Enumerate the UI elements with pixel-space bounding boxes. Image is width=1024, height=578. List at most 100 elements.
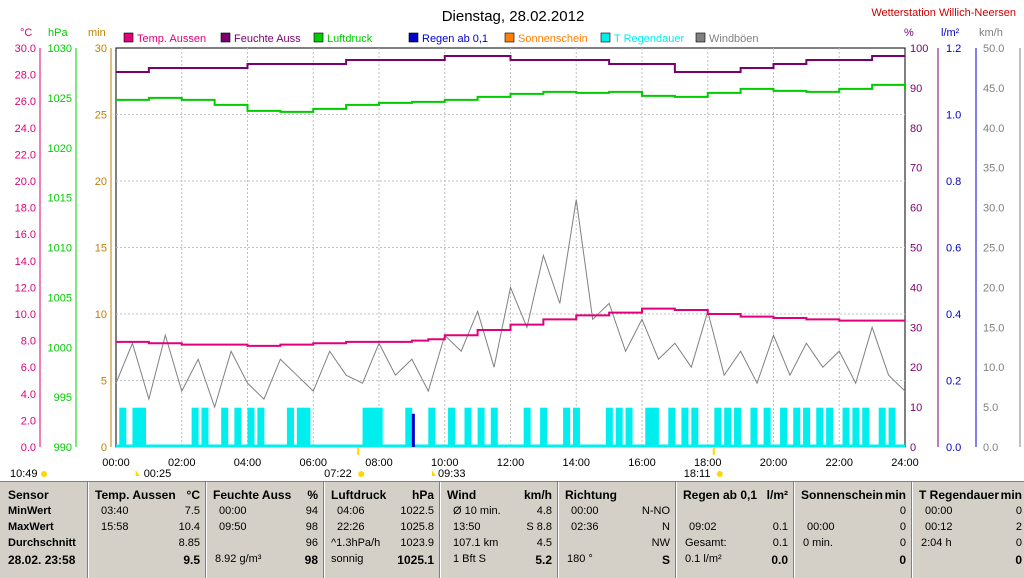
chart-title: Dienstag, 28.02.2012 <box>442 8 585 25</box>
rain-tick: 0.2 <box>946 376 961 388</box>
humidity-tick: 80 <box>910 123 922 135</box>
sensor-column: Sensor MinWert MaxWert Durchschnitt 28.0… <box>0 482 89 578</box>
temp-tick: 6.0 <box>21 362 36 374</box>
time-markers: 10:49 00:25 07:22 09:33 18:11 <box>10 447 723 480</box>
rainduration-max-time: 00:12 <box>925 521 953 533</box>
minutes-axis-unit: min <box>88 27 106 39</box>
legend: Temp. Aussen Feuchte Auss Luftdruck Regen a… <box>123 32 759 45</box>
legend-swatch <box>123 32 134 43</box>
row-label-avg: Durchschnitt <box>8 537 76 549</box>
temp-tick: 12.0 <box>15 282 36 294</box>
sensor-header: Sensor <box>8 488 49 502</box>
rain-duration-bar <box>369 407 377 447</box>
temp-max-value: 10.4 <box>178 521 200 533</box>
rain-duration-bar <box>428 407 436 447</box>
humidity-max-value: 98 <box>305 521 318 533</box>
direction-max-time: 02:36 <box>571 521 599 533</box>
left-axes: 30.0 28.0 26.0 24.0 22.0 20.0 18.0 16.0 14.0 12.0… <box>15 43 112 454</box>
rain-header: Regen ab 0,1 <box>683 488 758 502</box>
sunshine-total: 0 min. <box>803 537 833 549</box>
humidity-max-time: 09:50 <box>219 521 247 533</box>
pressure-tick: 1025 <box>48 93 72 105</box>
pressure-unit: hPa <box>411 488 434 502</box>
rain-duration-bar <box>375 407 383 447</box>
sunshine-min-value: 0 <box>899 505 906 517</box>
humidity-tick: 100 <box>910 43 928 55</box>
wind-tick: 15.0 <box>983 322 1004 334</box>
rain-duration-bar <box>234 407 242 447</box>
rain-total-label: Gesamt: <box>685 537 727 549</box>
temp-tick: 24.0 <box>15 123 36 135</box>
pressure-axis-unit: hPa <box>48 27 68 39</box>
temp-min-value: 7.5 <box>184 505 200 517</box>
station-name: Wetterstation Willich-Neersen <box>871 7 1016 19</box>
rainduration-header: T Regendauer <box>919 488 1000 502</box>
time-tick: 14:00 <box>562 457 590 469</box>
humidity-axis-unit: % <box>904 27 914 39</box>
direction-average: NW <box>651 537 670 549</box>
temp-average: 8.85 <box>178 537 200 549</box>
time-tick: 04:00 <box>234 457 262 469</box>
rain-column: Regen ab 0,1 l/m² 09:02 0.1 Gesamt: 0.1 … <box>677 482 795 578</box>
wind-tick: 30.0 <box>983 203 1004 215</box>
pressure-tick: 1010 <box>48 243 72 255</box>
rain-duration-bar <box>296 407 304 447</box>
rainduration-current: 0 <box>1015 553 1022 567</box>
moonrise-icon <box>135 470 140 476</box>
sunshine-column: Sonnenschein min 0 00:00 0 0 min. 0 0 <box>795 482 913 578</box>
direction-column: Richtung 00:00 N-NO 02:36 N NW 180 ° S <box>559 482 677 578</box>
legend-label: Feuchte Auss <box>234 33 301 45</box>
rain-bar <box>411 413 415 447</box>
wind-avg-label: Ø 10 min. <box>453 505 501 517</box>
rain-duration-bar <box>651 407 659 447</box>
rainduration-total-value: 0 <box>1015 537 1022 549</box>
row-label-max: MaxWert <box>8 521 54 533</box>
pressure-series <box>116 83 906 113</box>
pressure-max-value: 1025.8 <box>400 521 434 533</box>
wind-avg-value: 4.8 <box>536 505 552 517</box>
moonrise-label: 00:25 <box>144 468 172 480</box>
wind-max-time: 13:50 <box>453 521 481 533</box>
rain-duration-bar <box>448 407 456 447</box>
direction-min-value: N-NO <box>641 505 670 517</box>
rain-total-value: 0.1 <box>772 537 788 549</box>
time-tick: 24:00 <box>891 457 919 469</box>
rain-max-time: 09:02 <box>689 521 717 533</box>
pressure-forecast: sonnig <box>331 553 364 565</box>
humidity-tick: 10 <box>910 402 922 414</box>
minutes-tick: 25 <box>95 110 107 122</box>
moonset-icon <box>431 470 436 476</box>
rain-duration-bar <box>139 407 147 447</box>
minutes-tick: 10 <box>95 309 107 321</box>
rain-duration-bar <box>793 407 801 447</box>
wind-current: 5.2 <box>535 553 552 567</box>
weather-chart: Dienstag, 28.02.2012 Wetterstation Willi… <box>10 7 1021 480</box>
rain-duration-bar <box>668 407 676 447</box>
pressure-tick: 1030 <box>48 43 72 55</box>
rain-duration-bar <box>803 407 811 447</box>
time-tick: 18:00 <box>694 457 722 469</box>
gust-series <box>115 199 906 409</box>
temp-tick: 22.0 <box>15 149 36 161</box>
humidity-tick: 50 <box>910 243 922 255</box>
pressure-current: 1025.1 <box>397 553 434 567</box>
time-tick: 00:00 <box>102 457 130 469</box>
rain-duration-bar <box>734 407 742 447</box>
row-label-current: 28.02. 23:58 <box>8 553 76 567</box>
time-tick: 06:00 <box>299 457 327 469</box>
rain-duration-bar <box>523 407 531 447</box>
plot-area <box>115 54 906 448</box>
humidity-tick: 60 <box>910 203 922 215</box>
wind-max-value: S 8.8 <box>526 521 552 533</box>
rain-duration-bar <box>816 407 824 447</box>
legend-swatch <box>600 32 611 43</box>
rain-duration-bar <box>862 407 870 447</box>
temp-tick: 8.0 <box>21 336 36 348</box>
sunshine-total-value: 0 <box>899 537 906 549</box>
sunshine-current: 0 <box>899 553 906 567</box>
time-tick: 12:00 <box>497 457 525 469</box>
rain-duration-bar <box>763 407 771 447</box>
temp-tick: 18.0 <box>15 203 36 215</box>
grid <box>115 47 906 448</box>
